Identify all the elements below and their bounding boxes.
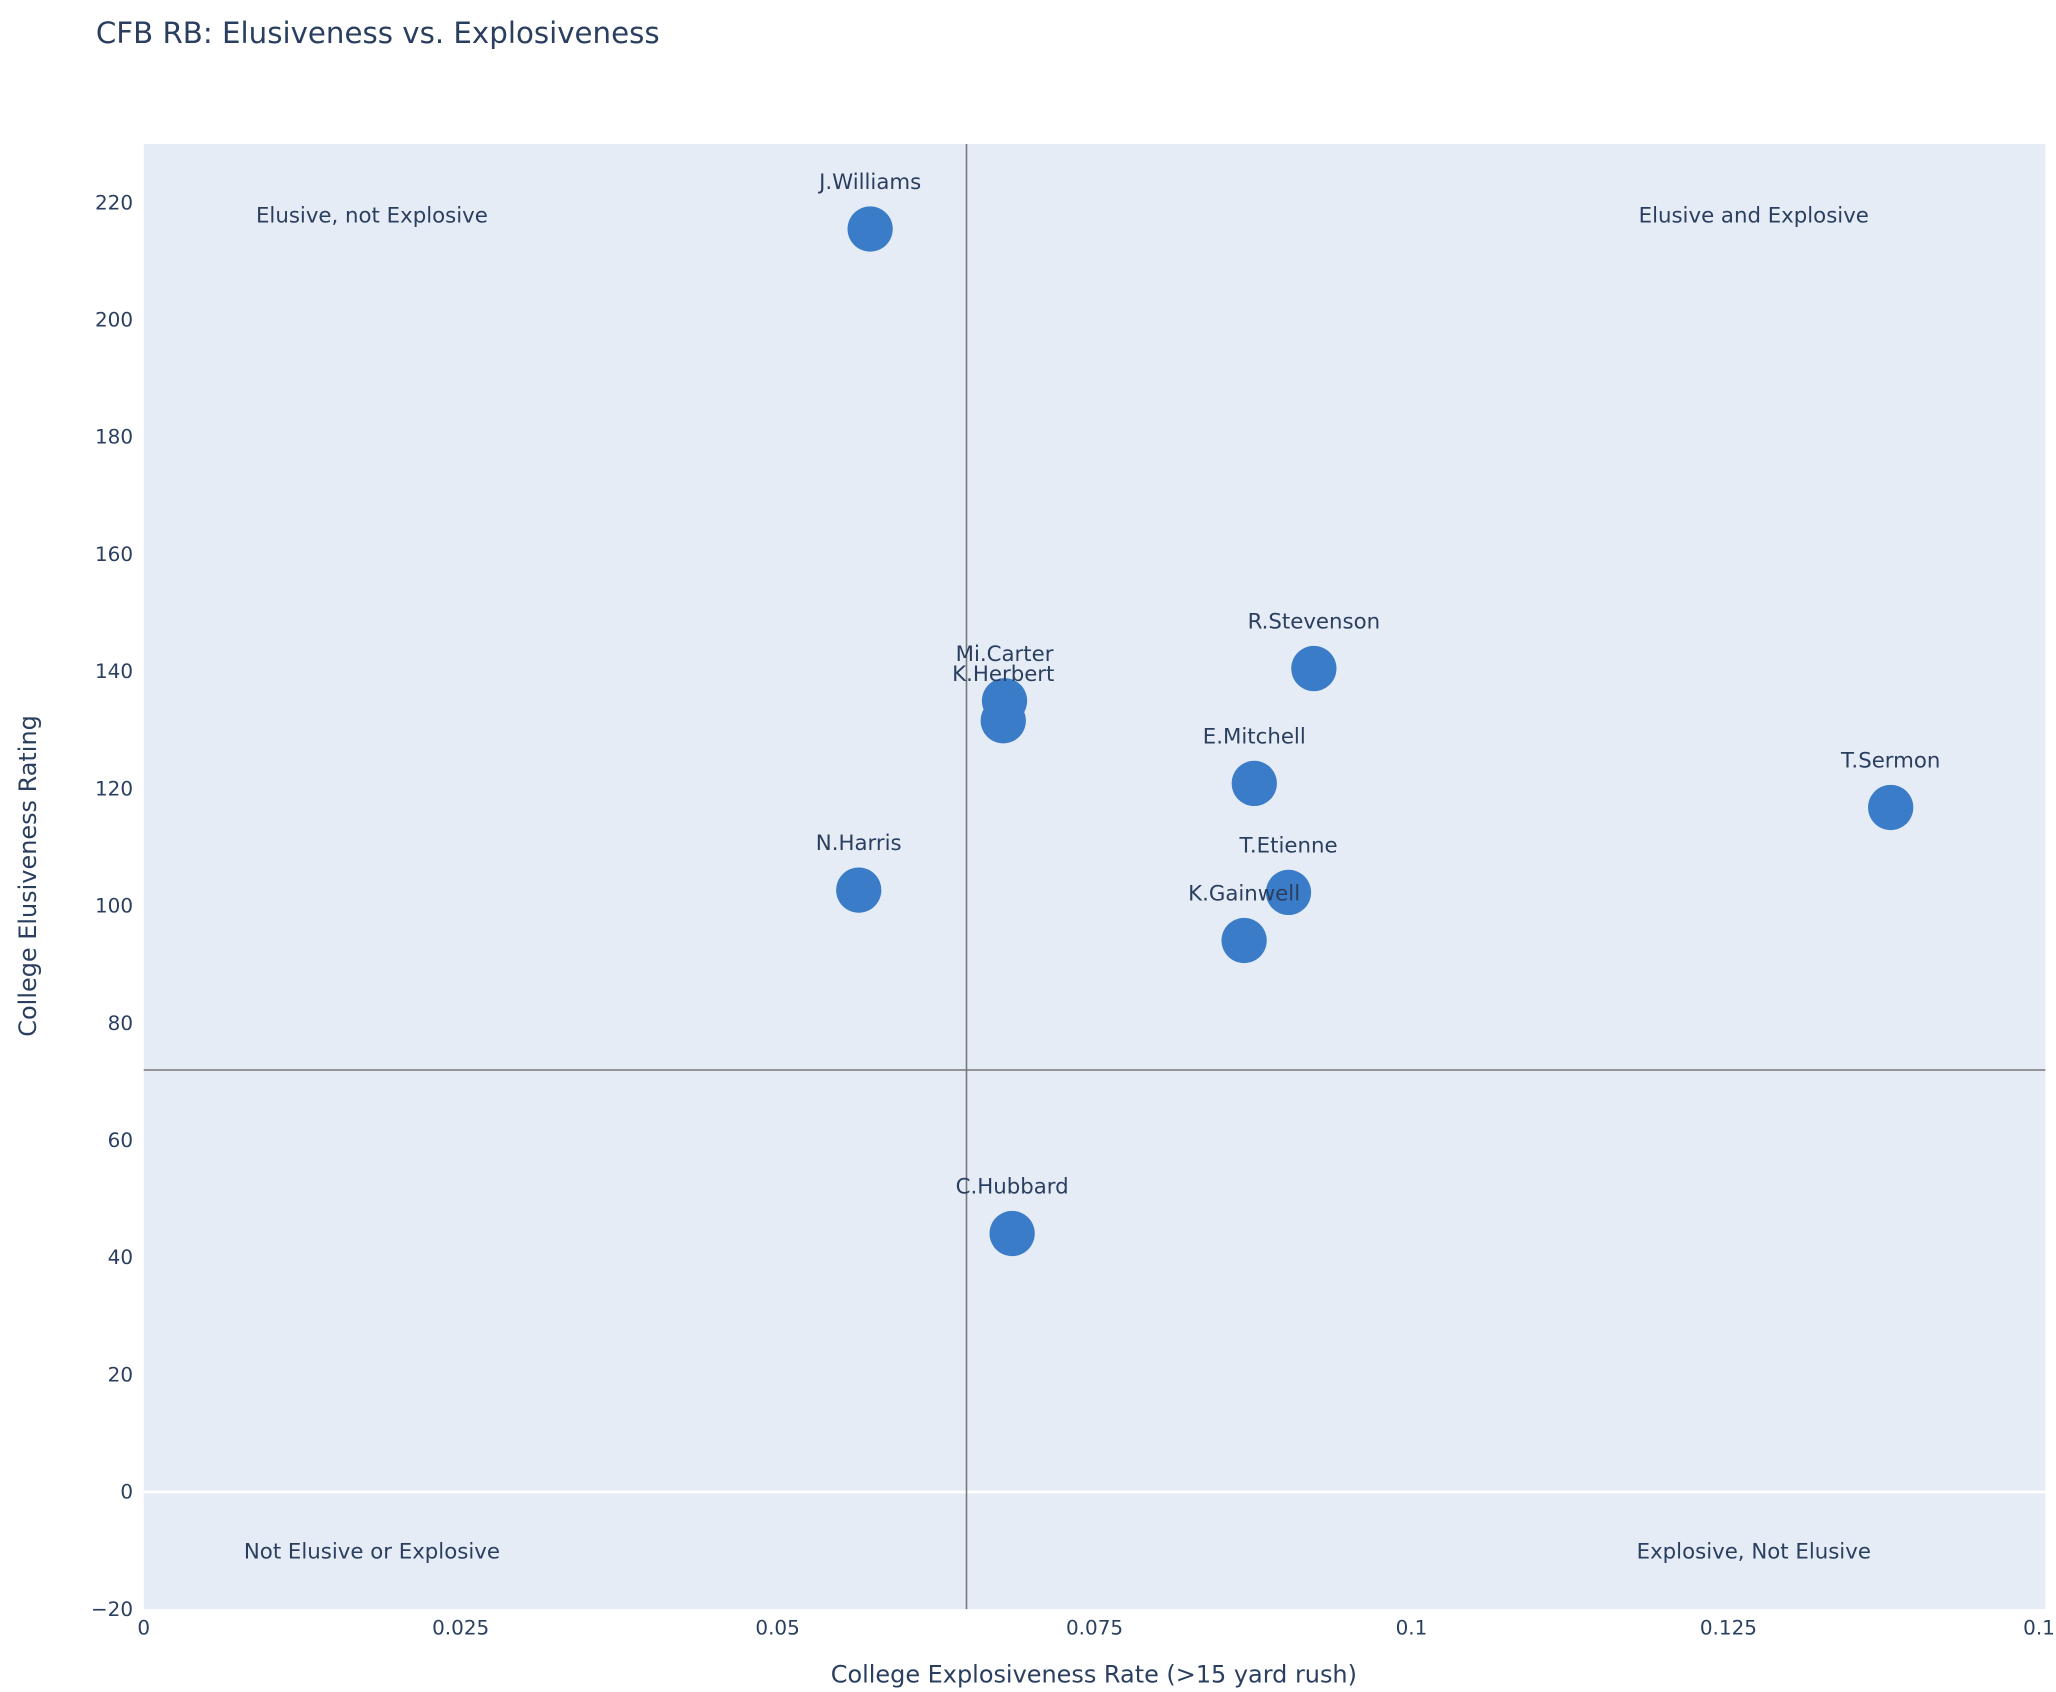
- point-label: T.Etienne: [1238, 834, 1337, 859]
- chart-title: CFB RB: Elusiveness vs. Explosiveness: [96, 16, 660, 50]
- y-tick-label: −20: [91, 1597, 133, 1621]
- x-tick-label: 0.05: [755, 1615, 799, 1639]
- x-tick-label: 0.15: [2023, 1615, 2056, 1639]
- x-axis-title: College Explosiveness Rate (>15 yard rus…: [831, 1660, 1357, 1688]
- point-label: C.Hubbard: [956, 1175, 1069, 1200]
- data-point[interactable]: [847, 206, 893, 252]
- y-axis-title: College Elusiveness Rating: [14, 715, 42, 1037]
- data-point[interactable]: [1221, 917, 1267, 964]
- data-point[interactable]: [1231, 760, 1277, 807]
- quadrant-annotation: Explosive, Not Elusive: [1637, 1540, 1871, 1565]
- point-label: N.Harris: [816, 831, 902, 856]
- point-label: K.Herbert: [952, 662, 1054, 687]
- quadrant-annotation: Elusive and Explosive: [1639, 203, 1869, 228]
- x-tick-label: 0.1: [1396, 1615, 1428, 1639]
- point-label: J.Williams: [817, 170, 921, 195]
- data-point[interactable]: [1291, 645, 1337, 692]
- quadrant-annotation: Not Elusive or Explosive: [244, 1540, 500, 1565]
- y-tick-label: 60: [108, 1128, 133, 1152]
- plot-area: [143, 144, 2046, 1610]
- quadrant-annotation: Elusive, not Explosive: [256, 203, 488, 228]
- x-tick-label: 0.125: [1700, 1615, 1757, 1639]
- y-tick-label: 0: [120, 1480, 133, 1504]
- y-tick-label: 20: [108, 1362, 133, 1386]
- y-tick-label: 40: [108, 1245, 133, 1269]
- point-label: E.Mitchell: [1203, 725, 1306, 750]
- data-point[interactable]: [1265, 869, 1312, 916]
- x-tick-label: 0.025: [432, 1615, 489, 1639]
- point-label: T.Sermon: [1840, 749, 1940, 774]
- data-point[interactable]: [836, 867, 882, 913]
- y-tick-label: 200: [95, 308, 133, 332]
- data-point[interactable]: [980, 698, 1026, 744]
- y-tick-label: 160: [95, 542, 133, 566]
- data-point[interactable]: [989, 1210, 1035, 1257]
- x-tick-label: 0: [137, 1615, 150, 1639]
- point-label: Mi.Carter: [956, 642, 1054, 667]
- x-tick-label: 0.075: [1066, 1615, 1123, 1639]
- y-tick-label: 180: [95, 425, 133, 449]
- y-tick-label: 100: [95, 894, 133, 918]
- y-tick-label: 140: [95, 659, 133, 683]
- point-label: R.Stevenson: [1248, 610, 1381, 635]
- y-tick-label: 80: [108, 1011, 133, 1035]
- point-label: K.Gainwell: [1188, 882, 1300, 907]
- y-tick-label: 120: [95, 776, 133, 800]
- data-point[interactable]: [1868, 784, 1914, 831]
- y-tick-label: 220: [95, 190, 133, 214]
